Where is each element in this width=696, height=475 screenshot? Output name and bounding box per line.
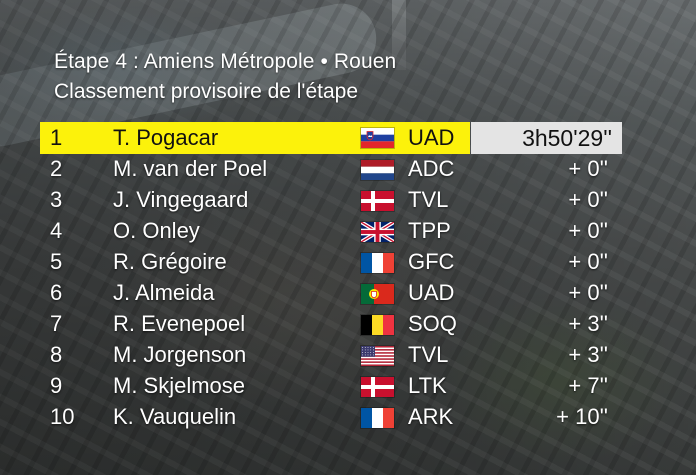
netherlands-flag-icon	[361, 160, 394, 180]
denmark-flag-icon	[361, 191, 394, 211]
rank-number: 4	[50, 218, 63, 243]
time-gap: + 0''	[568, 187, 608, 212]
portugal-flag-icon	[361, 284, 394, 304]
rank-number: 5	[50, 249, 63, 274]
standings-subtitle: Classement provisoire de l'étape	[54, 80, 358, 103]
usa-flag-icon	[361, 346, 394, 366]
team-code: LTK	[408, 373, 447, 398]
standings-row: 5 R. Grégoire GFC + 0''	[40, 247, 620, 278]
rider-name: M. van der Poel	[113, 156, 268, 181]
rider-name: M. Jorgenson	[113, 342, 247, 367]
standings-row: 2 M. van der Poel ADC + 0''	[40, 154, 620, 185]
leader-highlight-bar	[40, 122, 470, 154]
stage-title: Étape 4 : Amiens Métropole • Rouen	[54, 50, 397, 73]
team-code: GFC	[408, 249, 455, 274]
standings-row: 3 J. Vingegaard TVL + 0''	[40, 185, 620, 216]
united-kingdom-flag-icon	[361, 222, 394, 242]
standings-row: 6 J. Almeida UAD + 0''	[40, 278, 620, 309]
graphic-header: Étape 4 : Amiens Métropole • Rouen Class…	[54, 48, 396, 106]
team-code: ADC	[408, 156, 455, 181]
time-gap: + 0''	[568, 218, 608, 243]
time-gap: + 0''	[568, 249, 608, 274]
leader-time-box	[471, 122, 622, 154]
team-code: UAD	[408, 125, 455, 150]
standings-row: 7 R. Evenepoel SOQ + 3''	[40, 309, 620, 340]
team-code: TVL	[408, 187, 449, 212]
belgium-flag-icon	[361, 315, 394, 335]
standings-row: 10 K. Vauquelin ARK + 10''	[40, 402, 620, 433]
rank-number: 9	[50, 373, 63, 398]
time-gap: + 0''	[568, 156, 608, 181]
france-flag-icon	[361, 253, 394, 273]
team-code: TPP	[408, 218, 451, 243]
team-code: ARK	[408, 404, 454, 429]
rank-number: 10	[50, 404, 75, 429]
cathedral-spire-shape	[392, 0, 406, 70]
leader-time: 3h50'29''	[522, 125, 612, 151]
rank-number: 2	[50, 156, 63, 181]
rank-number: 7	[50, 311, 63, 336]
rider-name: T. Pogacar	[113, 125, 219, 150]
standings-row-leader: 1 T. Pogacar UAD 3h50'29''	[40, 122, 622, 154]
rider-name: R. Evenepoel	[113, 311, 246, 336]
rider-name: J. Vingegaard	[113, 187, 249, 212]
standings-row: 4 O. Onley TPP + 0''	[40, 216, 620, 247]
rank-number: 8	[50, 342, 63, 367]
standings-row: 8 M. Jorgenson TVL + 3''	[40, 340, 620, 371]
standings-table: 1 T. Pogacar UAD 3h50'29'' 2 M. van der Poel A…	[40, 122, 622, 433]
rank-number: 3	[50, 187, 63, 212]
rider-name: O. Onley	[113, 218, 200, 243]
slovenia-flag-icon	[361, 128, 394, 148]
time-gap: + 7''	[568, 373, 608, 398]
time-gap: + 3''	[568, 342, 608, 367]
france-flag-icon	[361, 408, 394, 428]
rider-name: K. Vauquelin	[113, 404, 237, 429]
rank-number: 6	[50, 280, 63, 305]
rider-name: R. Grégoire	[113, 249, 227, 274]
rank-number: 1	[50, 125, 63, 150]
time-gap: + 0''	[568, 280, 608, 305]
rider-name: J. Almeida	[113, 280, 215, 305]
time-gap: + 10''	[556, 404, 608, 429]
team-code: UAD	[408, 280, 455, 305]
denmark-flag-icon	[361, 377, 394, 397]
rider-name: M. Skjelmose	[113, 373, 246, 398]
team-code: SOQ	[408, 311, 457, 336]
time-gap: + 3''	[568, 311, 608, 336]
team-code: TVL	[408, 342, 449, 367]
standings-row: 9 M. Skjelmose LTK + 7''	[40, 371, 620, 402]
